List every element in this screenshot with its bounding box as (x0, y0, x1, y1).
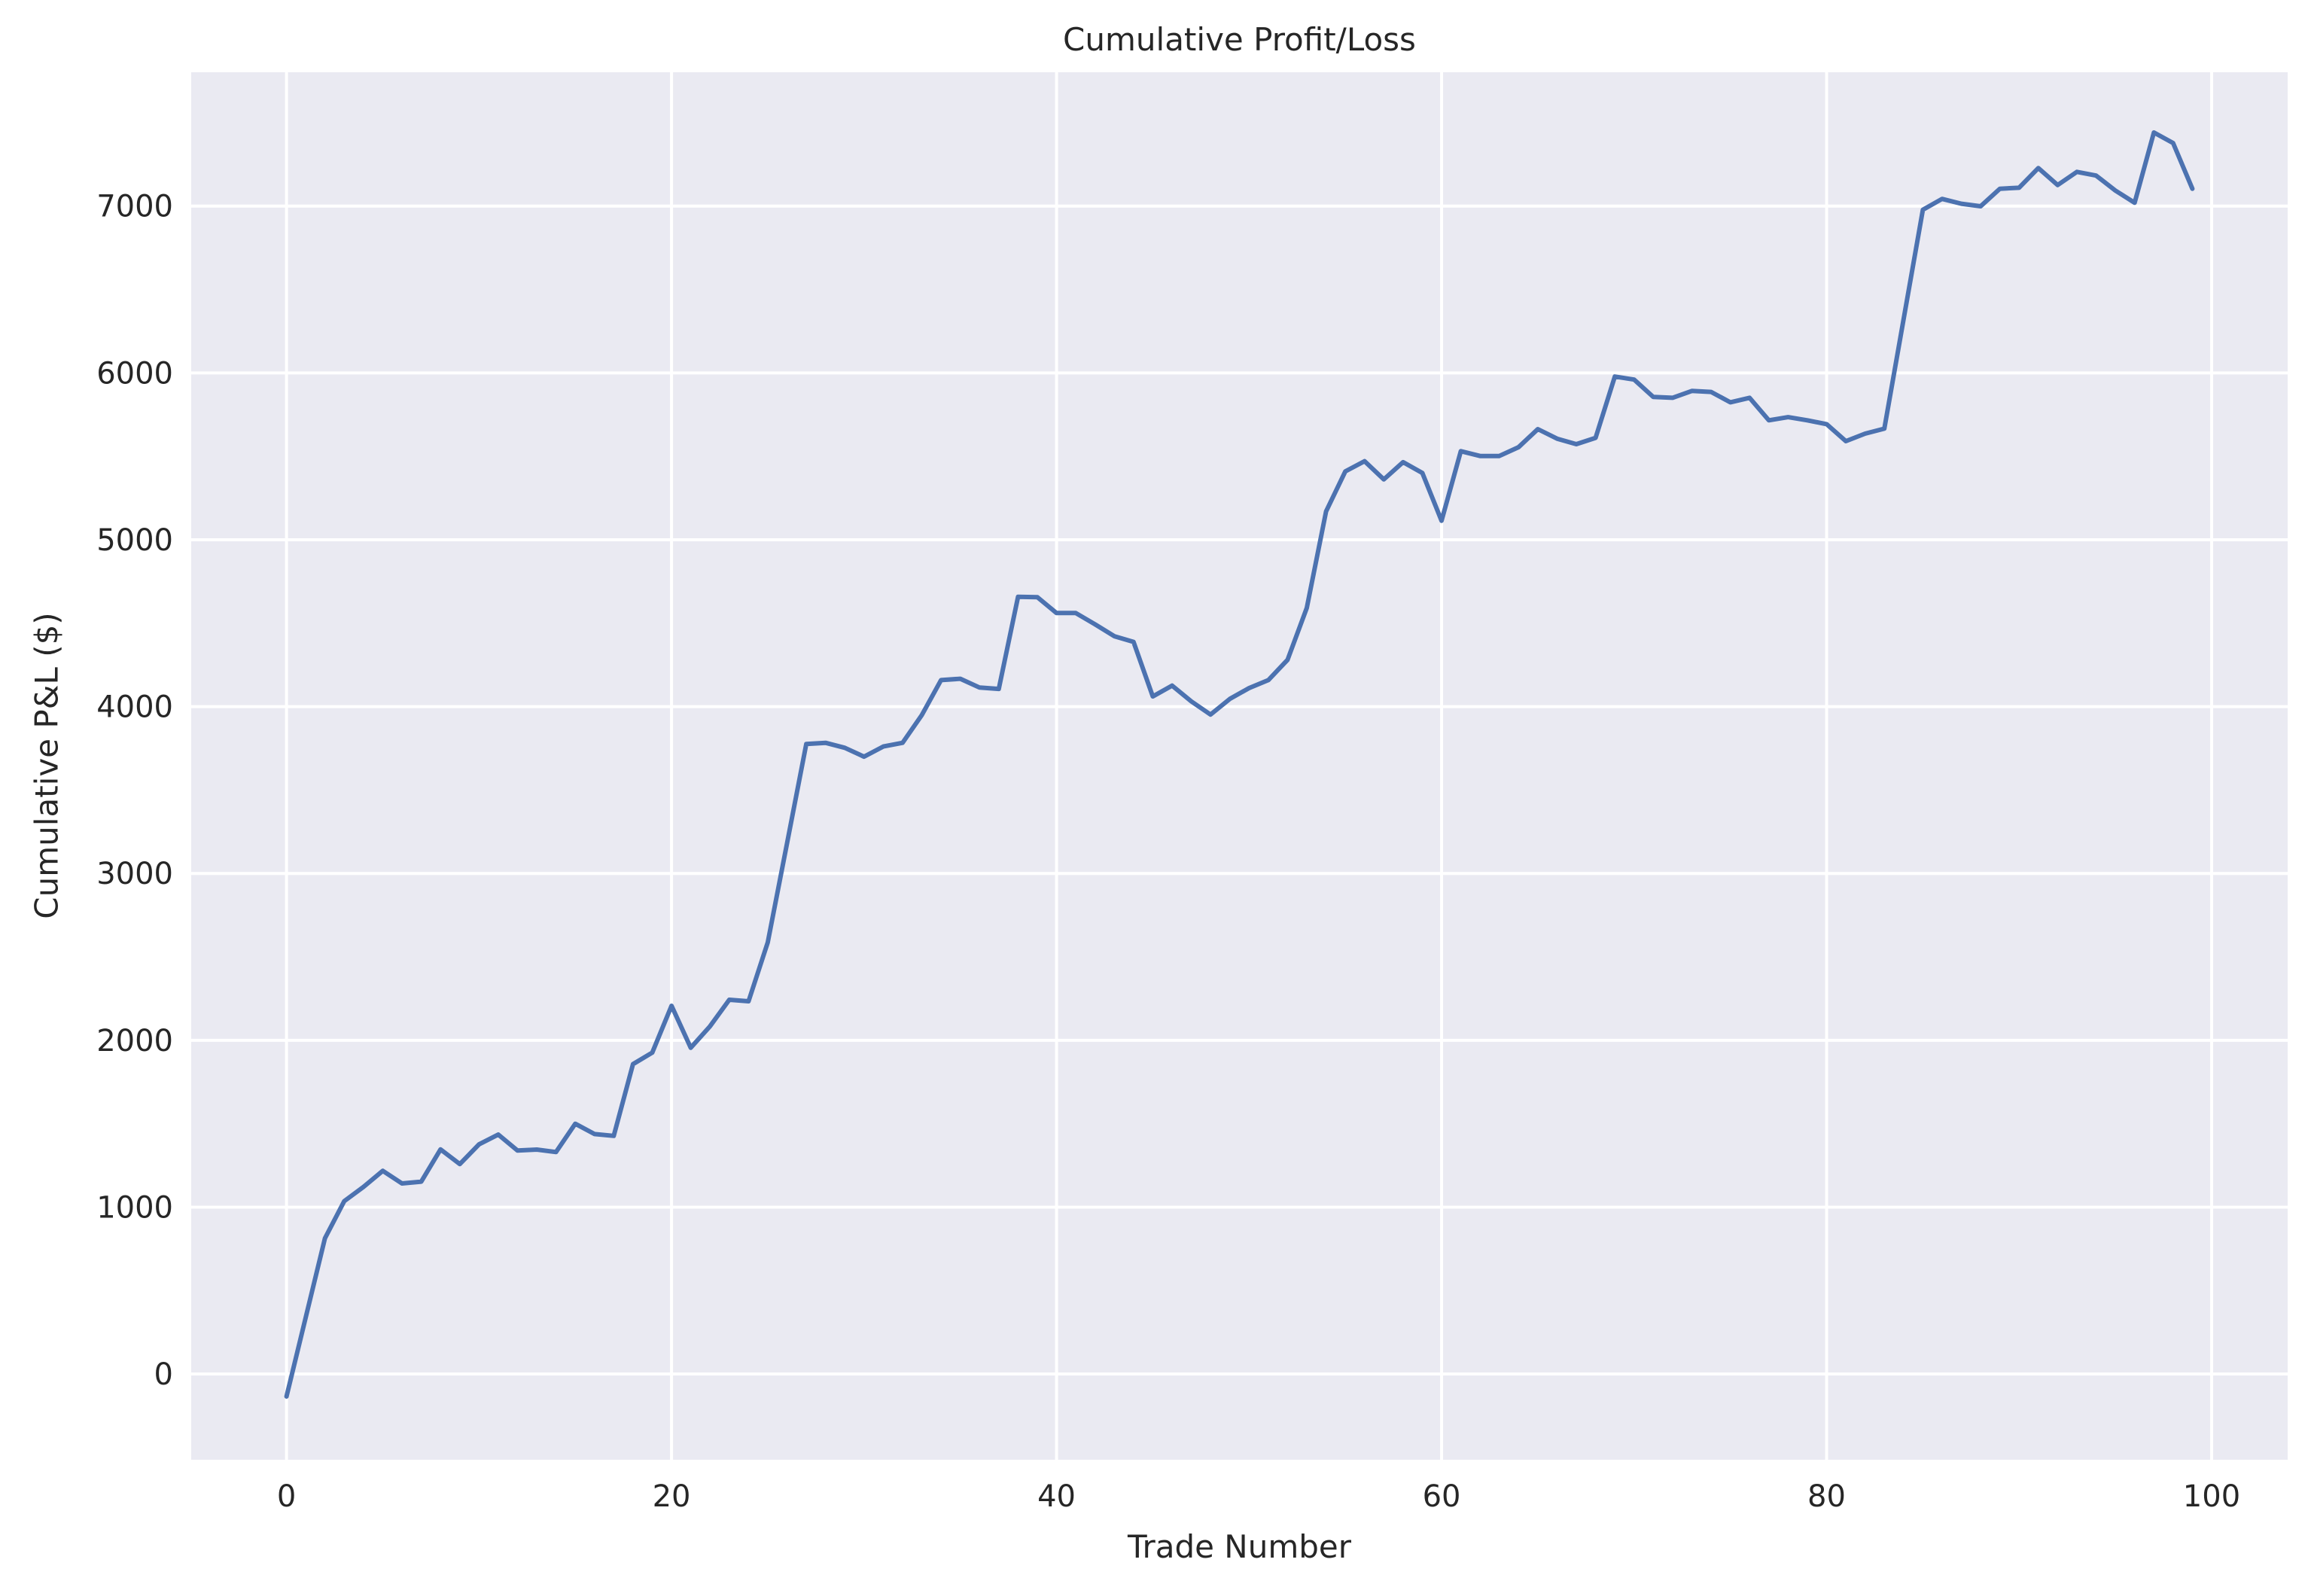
y-tick-label: 5000 (96, 523, 173, 558)
x-axis-label: Trade Number (1127, 1528, 1352, 1565)
y-tick-label: 4000 (96, 690, 173, 725)
x-tick-label: 80 (1807, 1479, 1846, 1514)
cumulative-pnl-line (284, 130, 2195, 1399)
x-tick-label: 0 (277, 1479, 296, 1514)
y-tick-label: 1000 (96, 1190, 173, 1225)
y-tick-label: 2000 (96, 1024, 173, 1058)
chart-title: Cumulative Profit/Loss (1063, 21, 1416, 58)
y-gridlines (191, 204, 2288, 1376)
x-tick-label: 40 (1037, 1479, 1076, 1514)
y-tick-label: 6000 (96, 356, 173, 391)
x-tick-label: 100 (2183, 1479, 2240, 1514)
y-tick-labels: 0 1000 2000 3000 4000 5000 6000 7000 (96, 190, 173, 1392)
x-tick-label: 20 (653, 1479, 691, 1514)
plot-area (191, 72, 2288, 1460)
y-tick-label: 0 (154, 1357, 173, 1392)
y-tick-label: 7000 (96, 190, 173, 224)
x-tick-label: 60 (1423, 1479, 1461, 1514)
y-tick-label: 3000 (96, 857, 173, 891)
x-tick-labels: 0 20 40 60 80 100 (277, 1479, 2240, 1514)
x-gridlines (285, 72, 2213, 1460)
y-axis-label: Cumulative P&L ($) (28, 612, 65, 919)
